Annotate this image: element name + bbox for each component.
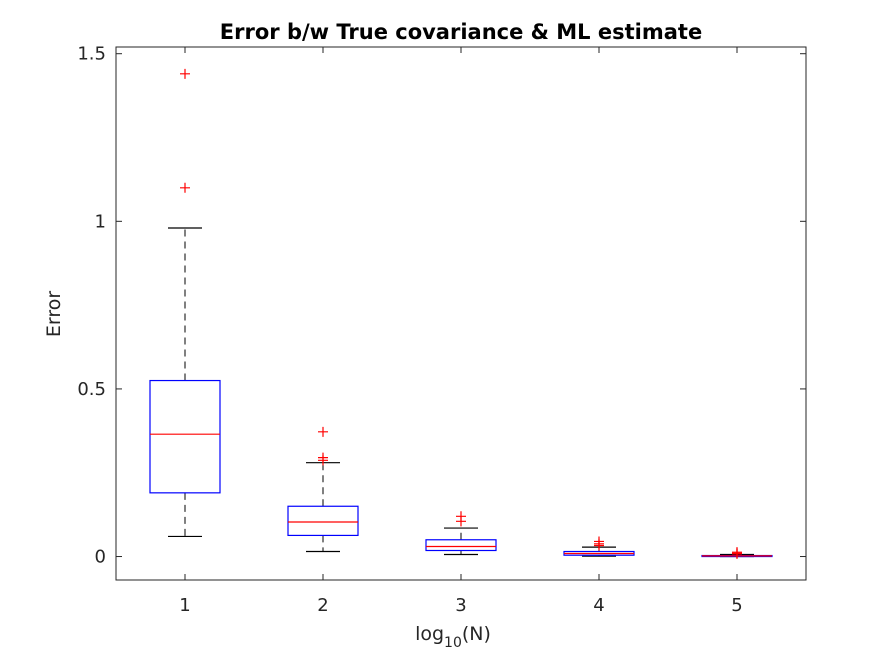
box [149, 379, 221, 494]
box [425, 539, 497, 552]
outlier-marker [180, 182, 190, 193]
x-tick-label: 4 [593, 595, 604, 616]
y-tick-label: 0 [95, 547, 106, 568]
y-tick-label: 1.5 [77, 44, 106, 65]
plot-area [116, 47, 806, 580]
chart-title: Error b/w True covariance & ML estimate [220, 20, 702, 44]
y-axis-label: Error [43, 291, 65, 338]
x-tick-label: 5 [731, 595, 742, 616]
x-tick-label: 1 [179, 595, 190, 616]
x-tick-label: 3 [455, 595, 466, 616]
y-tick-label: 1 [95, 211, 106, 232]
box-group-5 [701, 547, 773, 559]
x-axis-label-subscript: 10 [444, 635, 462, 651]
box-group-3 [425, 511, 497, 556]
x-axis-label-base: log [415, 623, 444, 645]
outlier-marker [180, 68, 190, 79]
outlier-marker [594, 536, 604, 547]
box-group-2 [287, 426, 359, 553]
y-tick-label: 0.5 [77, 379, 106, 400]
x-axis-label: log10(N) [415, 623, 491, 651]
outlier-marker [456, 511, 466, 522]
box-group-1 [149, 68, 221, 538]
x-tick-label: 2 [317, 595, 328, 616]
outlier-marker [732, 547, 742, 558]
box [287, 505, 359, 537]
x-axis-label-tail: (N) [462, 623, 491, 645]
outlier-marker [318, 426, 328, 437]
outlier-marker [318, 452, 328, 463]
box-group-4 [563, 536, 635, 557]
